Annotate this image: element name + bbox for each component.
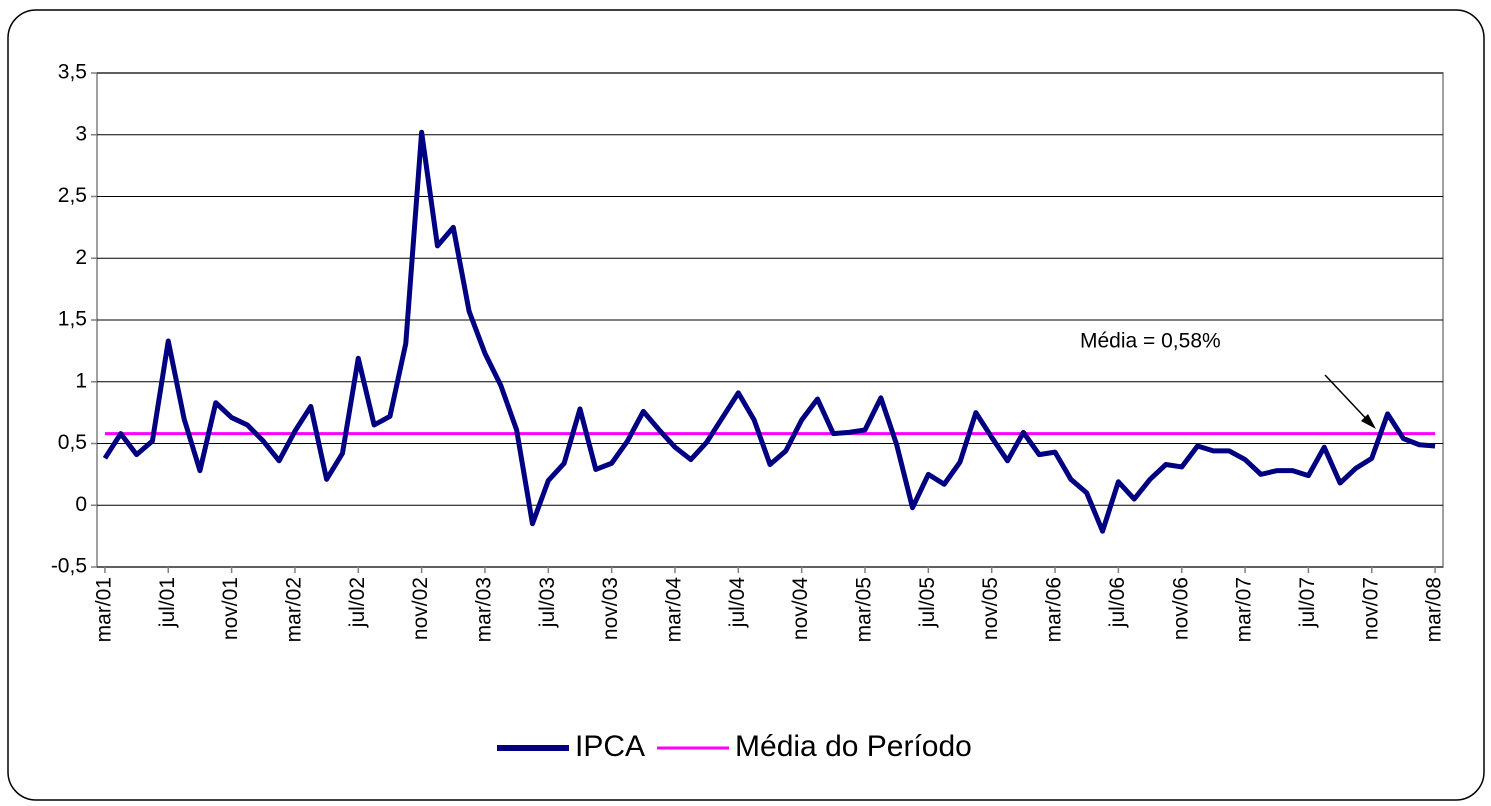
x-tick-label: nov/01 <box>219 577 242 640</box>
y-tick-label: -0,5 <box>51 555 87 578</box>
x-tick-label: mar/08 <box>1423 577 1446 642</box>
x-tick-label: jul/07 <box>1296 577 1319 628</box>
x-tick-label: nov/03 <box>599 577 622 640</box>
y-tick-label: 0,5 <box>58 431 87 454</box>
x-tick-label: jul/06 <box>1106 577 1129 628</box>
legend-label: IPCA <box>575 730 645 763</box>
x-tick-label: jul/05 <box>916 577 939 628</box>
x-tick-label: nov/06 <box>1169 577 1192 640</box>
x-tick-label: jul/01 <box>156 577 179 628</box>
y-tick-label: 3,5 <box>58 61 87 84</box>
x-tick-label: mar/07 <box>1233 577 1256 642</box>
y-tick-label: 1 <box>75 369 87 392</box>
x-tick-label: jul/04 <box>726 577 749 629</box>
x-tick-label: mar/03 <box>473 577 496 642</box>
legend-label: Média do Período <box>735 730 972 763</box>
x-tick-label: mar/02 <box>282 577 305 642</box>
x-tick-label: nov/05 <box>979 577 1002 640</box>
x-tick-label: mar/01 <box>92 577 115 642</box>
annotation-arrowhead <box>1361 414 1376 429</box>
series-line <box>102 129 1436 534</box>
annotation: Média = 0,58% <box>1080 330 1221 353</box>
x-tick-label: jul/03 <box>536 577 559 628</box>
x-tick-label: nov/07 <box>1359 577 1382 640</box>
x-tick-label: jul/02 <box>346 577 369 628</box>
y-tick-label: 1,5 <box>58 308 87 331</box>
y-tick-label: 3 <box>75 122 87 145</box>
x-tick-label: nov/04 <box>789 577 812 640</box>
y-tick-label: 0 <box>75 493 87 516</box>
y-tick-label: 2 <box>75 246 87 269</box>
x-tick-label: mar/06 <box>1043 577 1066 642</box>
x-tick-label: mar/04 <box>663 577 686 643</box>
x-tick-label: mar/05 <box>853 577 876 642</box>
y-tick-label: 2,5 <box>58 184 87 207</box>
x-tick-label: nov/02 <box>409 577 432 640</box>
